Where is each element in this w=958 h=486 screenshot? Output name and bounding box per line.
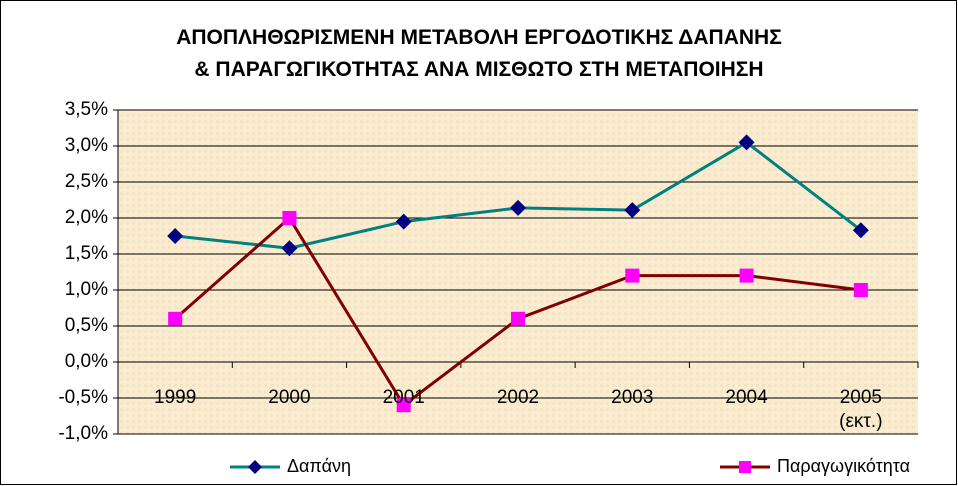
y-tick-label: 2,5% — [65, 171, 108, 192]
marker — [625, 268, 640, 283]
y-tick-label: 0,5% — [65, 315, 108, 336]
x-tick-label: 2002 — [496, 387, 540, 408]
marker — [168, 311, 183, 326]
plot-area — [118, 110, 918, 434]
x-tick-label: 2000 — [268, 387, 311, 408]
legend-label: Δαπάνη — [287, 456, 351, 476]
marker — [852, 222, 869, 239]
marker — [167, 228, 184, 244]
y-tick-label: 3,5% — [65, 99, 108, 120]
y-tick-label: -1,0% — [58, 423, 108, 444]
legend-marker — [248, 460, 262, 474]
marker — [282, 211, 297, 225]
legend-marker — [739, 461, 751, 473]
y-tick-label: 1,5% — [65, 243, 108, 264]
marker — [395, 213, 412, 230]
marker — [396, 398, 411, 413]
marker — [510, 199, 526, 216]
legend-label: Παραγωγικότητα — [777, 456, 910, 476]
x-tick-label: 2004 — [725, 387, 768, 408]
chart-title: ΑΠΟΠΛΗΘΩΡΙΣΜΕΝΗ ΜΕΤΑΒΟΛΗ ΕΡΓΟΔΟΤΙΚΗΣ ΔΑΠ… — [176, 26, 782, 81]
x-tick-label: 2003 — [611, 387, 654, 408]
marker — [511, 311, 525, 326]
marker — [853, 283, 868, 297]
y-tick-label: 1,0% — [65, 279, 108, 300]
y-tick-label: 3,0% — [65, 135, 108, 156]
x-tick-label: 1999 — [154, 387, 197, 408]
marker — [624, 202, 641, 219]
marker — [738, 134, 755, 151]
y-tick-label: -0,5% — [58, 387, 108, 408]
x-tick-label: 2001 — [382, 387, 425, 408]
y-tick-label: 2,0% — [65, 207, 108, 228]
marker — [281, 240, 298, 257]
x-tick-label: 2005 (εκτ.) — [839, 387, 883, 432]
y-tick-label: 0,0% — [65, 351, 108, 372]
marker — [739, 268, 754, 283]
